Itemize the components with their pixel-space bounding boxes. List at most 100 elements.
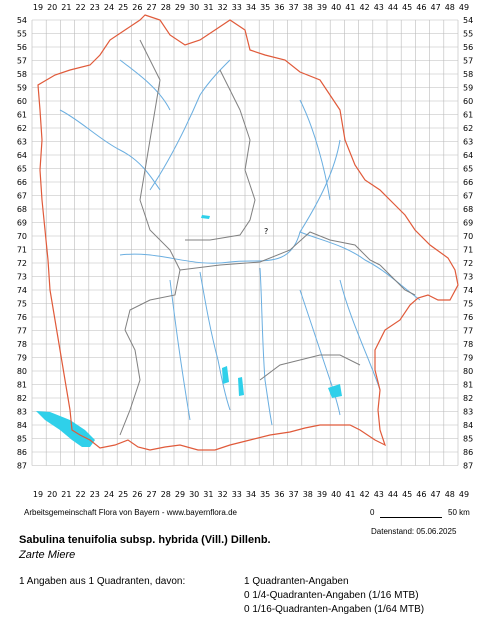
river-east — [299, 139, 341, 233]
x-label-top: 37 — [289, 3, 299, 12]
lake-starnberger-see — [238, 377, 244, 396]
y-label-right: 70 — [463, 232, 473, 241]
lake-small — [201, 215, 210, 219]
y-label-left: 59 — [17, 84, 27, 93]
river-main — [119, 231, 421, 301]
river-tributary-5 — [339, 279, 381, 391]
y-label-right: 59 — [463, 84, 473, 93]
x-label-top: 32 — [218, 3, 228, 12]
x-axis-labels-bottom: 19 20 21 22 23 24 25 26 27 28 29 30 31 32 33 34 35 36 37 38… — [33, 490, 469, 499]
y-label-left: 61 — [17, 111, 27, 120]
y-label-right: 55 — [463, 30, 473, 39]
district-border-5 — [119, 329, 141, 436]
river-north — [149, 59, 231, 191]
x-label-bottom: 36 — [274, 490, 284, 499]
x-label-bottom: 30 — [189, 490, 199, 499]
x-label-bottom: 42 — [360, 490, 370, 499]
y-label-left: 64 — [17, 151, 27, 160]
y-label-right: 61 — [463, 111, 473, 120]
species-name: Sabulina tenuifolia subsp. hybrida (Vill… — [19, 534, 271, 546]
y-label-left: 65 — [17, 165, 27, 174]
y-label-right: 78 — [463, 340, 473, 349]
credit-text: Arbeitsgemeinschaft Flora von Bayern - w… — [24, 508, 237, 517]
y-label-left: 56 — [17, 43, 27, 52]
x-label-top: 45 — [402, 3, 412, 12]
y-label-left: 63 — [17, 138, 27, 147]
x-label-bottom: 45 — [402, 490, 412, 499]
district-border-4 — [259, 354, 361, 381]
x-label-top: 25 — [118, 3, 128, 12]
district-border-1 — [124, 39, 181, 331]
summary-text: 1 Angaben aus 1 Quadranten, davon: — [19, 576, 186, 587]
x-label-top: 38 — [303, 3, 313, 12]
y-label-right: 74 — [463, 286, 473, 295]
y-label-right: 80 — [463, 367, 473, 376]
x-label-top: 35 — [260, 3, 270, 12]
y-label-left: 66 — [17, 178, 27, 187]
x-label-top: 27 — [147, 3, 157, 12]
x-label-top: 22 — [76, 3, 86, 12]
scale-line — [380, 517, 442, 518]
scale-end-label: 50 km — [448, 508, 470, 517]
x-label-bottom: 33 — [232, 490, 242, 499]
x-label-bottom: 48 — [445, 490, 455, 499]
district-borders — [119, 39, 416, 436]
bavaria-outer-border — [37, 14, 459, 451]
x-label-bottom: 46 — [416, 490, 426, 499]
river-east-2 — [299, 99, 331, 201]
y-label-right: 71 — [463, 246, 473, 255]
lake-ammersee — [222, 366, 229, 384]
y-label-right: 76 — [463, 313, 473, 322]
y-label-left: 73 — [17, 273, 27, 282]
x-label-top: 33 — [232, 3, 242, 12]
x-label-top: 20 — [47, 3, 57, 12]
x-label-top: 28 — [161, 3, 171, 12]
x-label-bottom: 37 — [289, 490, 299, 499]
y-label-right: 65 — [463, 165, 473, 174]
x-label-bottom: 47 — [431, 490, 441, 499]
y-label-left: 60 — [17, 97, 27, 106]
x-label-bottom: 20 — [47, 490, 57, 499]
river-tributary-3 — [299, 289, 341, 416]
river-northwest — [119, 59, 171, 111]
lake-bodensee — [36, 411, 95, 447]
y-label-left: 58 — [17, 70, 27, 79]
quadrant-count-sixteenth: 0 1/16-Quadranten-Angaben (1/64 MTB) — [244, 604, 425, 615]
x-label-bottom: 32 — [218, 490, 228, 499]
x-label-top: 23 — [90, 3, 100, 12]
y-label-right: 75 — [463, 300, 473, 309]
y-label-right: 87 — [463, 462, 473, 471]
x-label-bottom: 25 — [118, 490, 128, 499]
x-label-top: 31 — [203, 3, 213, 12]
lake-chiemsee — [328, 384, 342, 398]
y-label-right: 72 — [463, 259, 473, 268]
unknown-marker: ? — [264, 227, 268, 236]
x-label-top: 49 — [459, 3, 469, 12]
y-label-right: 66 — [463, 178, 473, 187]
x-label-bottom: 28 — [161, 490, 171, 499]
x-label-top: 41 — [345, 3, 355, 12]
x-label-bottom: 38 — [303, 490, 313, 499]
river-tributary-1 — [199, 271, 231, 411]
y-label-right: 63 — [463, 138, 473, 147]
x-label-bottom: 43 — [374, 490, 384, 499]
y-label-left: 67 — [17, 192, 27, 201]
x-label-top: 19 — [33, 3, 43, 12]
y-label-right: 82 — [463, 394, 473, 403]
x-label-bottom: 27 — [147, 490, 157, 499]
rivers — [59, 59, 421, 426]
y-axis-labels-right: 54 55 56 57 58 59 60 61 62 63 64 65 66 67 68 69 70 71 72 73… — [463, 16, 473, 471]
x-label-bottom: 44 — [388, 490, 398, 499]
y-label-left: 75 — [17, 300, 27, 309]
y-label-left: 70 — [17, 232, 27, 241]
x-label-top: 30 — [189, 3, 199, 12]
quadrant-count-full: 1 Quadranten-Angaben — [244, 576, 349, 587]
district-border-6 — [379, 264, 416, 296]
y-label-left: 55 — [17, 30, 27, 39]
y-label-right: 83 — [463, 408, 473, 417]
y-label-right: 85 — [463, 435, 473, 444]
y-label-left: 57 — [17, 57, 27, 66]
y-label-left: 79 — [17, 354, 27, 363]
y-label-right: 60 — [463, 97, 473, 106]
y-label-left: 83 — [17, 408, 27, 417]
